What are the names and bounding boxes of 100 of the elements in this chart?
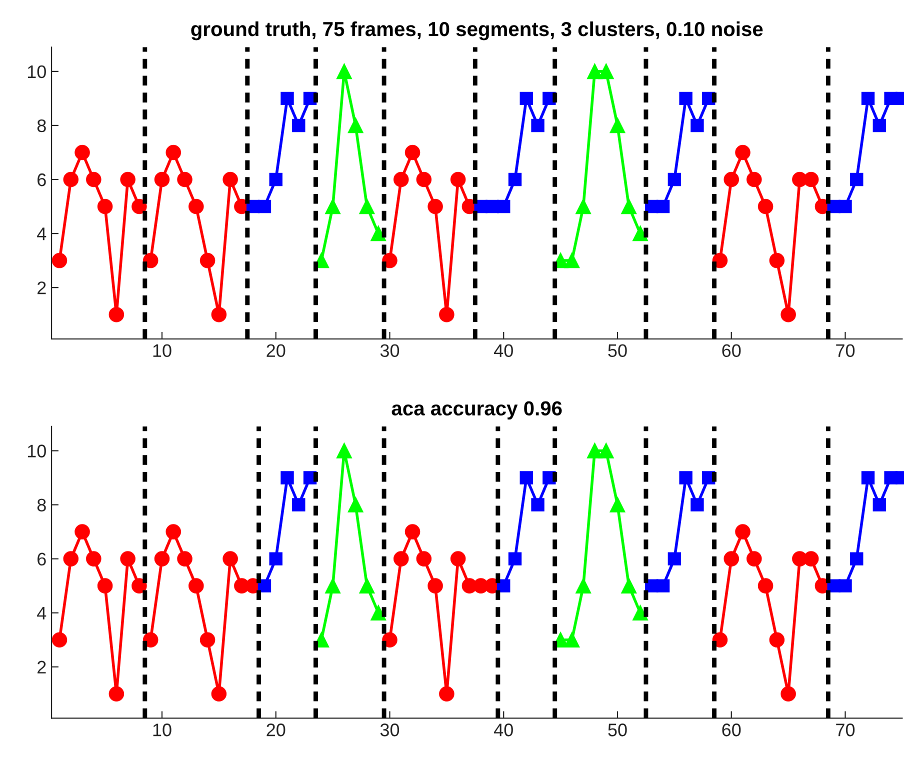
point bbox=[86, 172, 102, 188]
point bbox=[610, 118, 626, 134]
point bbox=[861, 471, 875, 484]
point bbox=[97, 198, 113, 214]
x-tick-label: 70 bbox=[836, 724, 855, 736]
point bbox=[336, 443, 352, 458]
point bbox=[348, 118, 364, 134]
point bbox=[97, 578, 113, 594]
point bbox=[769, 632, 785, 648]
point bbox=[531, 118, 544, 132]
point bbox=[780, 306, 796, 322]
point bbox=[142, 632, 158, 648]
point bbox=[222, 172, 238, 188]
point bbox=[735, 524, 750, 540]
y-tick-label: 8 bbox=[37, 498, 46, 512]
point bbox=[520, 92, 533, 106]
point bbox=[325, 578, 340, 594]
point bbox=[63, 551, 79, 566]
x-tick-label: 50 bbox=[608, 724, 627, 736]
point bbox=[520, 471, 533, 484]
point bbox=[258, 579, 272, 592]
x-tick-label: 50 bbox=[608, 344, 627, 358]
point bbox=[154, 172, 170, 188]
point bbox=[450, 551, 466, 566]
x-tick-label: 20 bbox=[266, 724, 286, 736]
point bbox=[120, 172, 136, 188]
point bbox=[724, 551, 740, 566]
y-tick-label: 10 bbox=[28, 65, 46, 78]
point bbox=[416, 551, 432, 566]
point bbox=[656, 579, 670, 592]
x-tick-label: 60 bbox=[722, 724, 741, 736]
point bbox=[325, 198, 340, 214]
point bbox=[428, 198, 443, 214]
y-tick-label: 6 bbox=[38, 552, 46, 566]
point bbox=[746, 172, 762, 188]
point bbox=[861, 92, 875, 106]
point bbox=[872, 498, 886, 512]
point bbox=[621, 578, 637, 594]
point bbox=[359, 198, 375, 214]
point bbox=[416, 172, 432, 188]
point bbox=[177, 172, 192, 188]
point bbox=[508, 552, 522, 566]
point bbox=[803, 172, 819, 188]
point bbox=[850, 172, 864, 186]
point bbox=[154, 551, 170, 566]
point bbox=[359, 578, 375, 594]
point bbox=[292, 498, 306, 512]
point bbox=[656, 200, 670, 214]
point bbox=[370, 605, 386, 620]
x-tick-label: 10 bbox=[153, 344, 172, 358]
point bbox=[758, 578, 774, 594]
x-tick-label: 40 bbox=[494, 344, 513, 358]
point bbox=[108, 306, 124, 322]
point bbox=[280, 471, 294, 484]
point bbox=[269, 172, 282, 186]
point bbox=[758, 198, 774, 214]
point bbox=[428, 578, 443, 594]
point bbox=[336, 64, 352, 80]
point bbox=[177, 551, 192, 566]
point bbox=[838, 579, 852, 592]
point bbox=[86, 551, 102, 566]
point bbox=[200, 252, 216, 268]
point bbox=[166, 524, 182, 540]
point bbox=[439, 686, 454, 702]
point bbox=[200, 632, 216, 648]
y-tick-label: 10 bbox=[28, 444, 46, 458]
point bbox=[280, 92, 294, 106]
y-tick-label: 2 bbox=[38, 660, 46, 674]
x-tick-label: 40 bbox=[494, 724, 513, 736]
point bbox=[632, 226, 648, 242]
point bbox=[850, 552, 864, 566]
point bbox=[724, 172, 740, 188]
x-tick-label: 20 bbox=[266, 344, 286, 358]
point bbox=[872, 118, 886, 132]
point bbox=[598, 443, 614, 458]
point bbox=[450, 172, 466, 188]
point bbox=[587, 64, 602, 80]
point bbox=[269, 552, 282, 566]
point bbox=[211, 686, 227, 702]
point bbox=[632, 605, 648, 620]
point bbox=[52, 632, 68, 648]
chart-title: ground truth, 75 frames, 10 segments, 3 clusters, 0.10 noise bbox=[191, 21, 763, 40]
point bbox=[52, 252, 68, 268]
point bbox=[108, 686, 124, 702]
y-tick-label: 4 bbox=[37, 228, 46, 240]
point bbox=[735, 144, 750, 160]
x-tick-label: 70 bbox=[836, 344, 855, 358]
x-tick-label: 60 bbox=[722, 344, 741, 358]
x-tick-label: 30 bbox=[380, 724, 400, 736]
point bbox=[576, 198, 591, 214]
point bbox=[222, 551, 238, 566]
point bbox=[132, 198, 147, 214]
point bbox=[292, 118, 306, 132]
point bbox=[564, 632, 580, 648]
point bbox=[621, 198, 637, 214]
point bbox=[74, 144, 90, 160]
point bbox=[404, 144, 420, 160]
point bbox=[780, 686, 796, 702]
point bbox=[497, 579, 510, 592]
point bbox=[690, 498, 704, 512]
